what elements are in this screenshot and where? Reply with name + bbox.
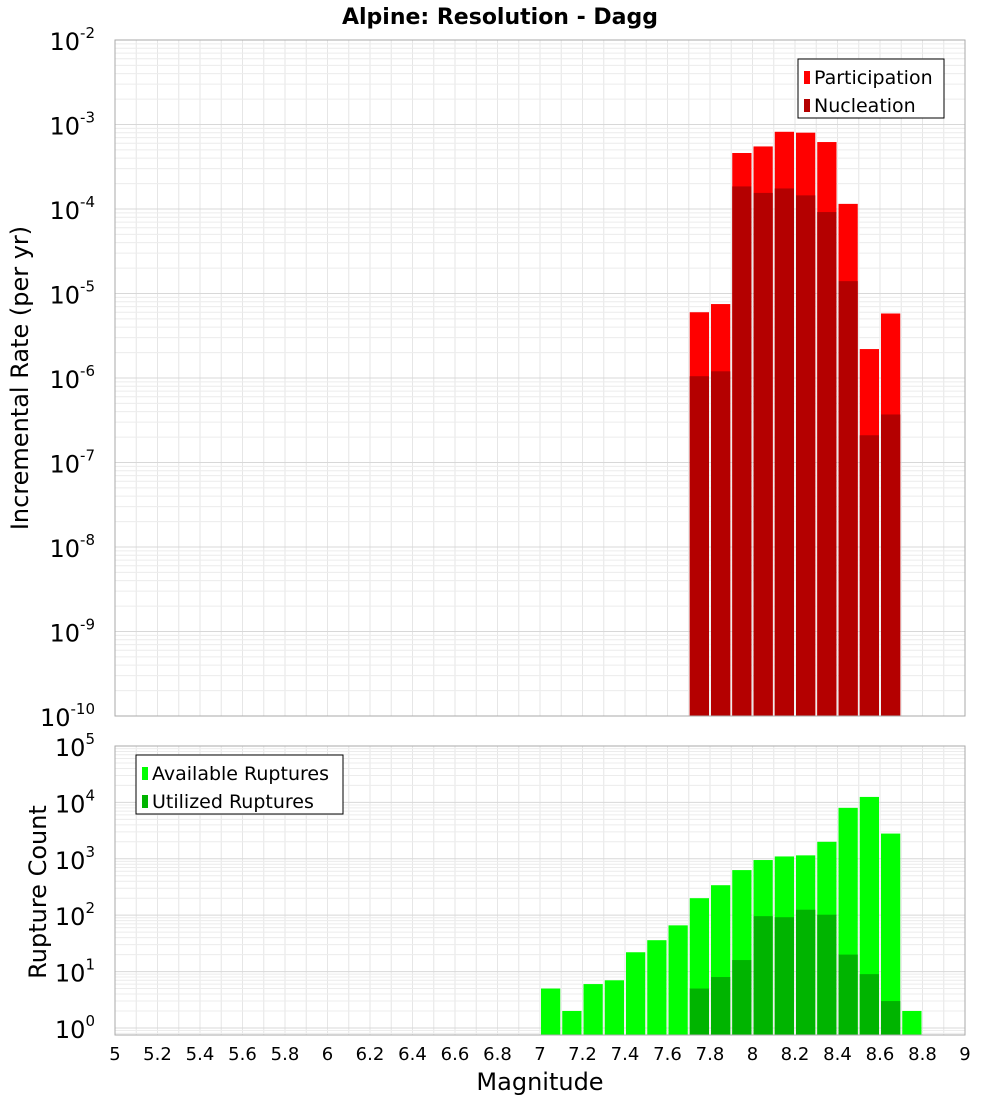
top-y-tick-label: 10-2 xyxy=(49,24,95,56)
chart-title: Alpine: Resolution - Dagg xyxy=(342,5,658,30)
bottom-bar-utilized-ruptures xyxy=(753,916,773,1035)
x-tick-label: 5.8 xyxy=(271,1044,300,1065)
bottom-bar-available-ruptures xyxy=(902,1010,922,1035)
top-y-tick-label: 10-4 xyxy=(49,193,95,225)
x-tick-label: 7.2 xyxy=(568,1044,597,1065)
top-legend-box xyxy=(797,58,945,119)
top-bar-nucleation xyxy=(881,414,901,716)
x-tick-label: 5 xyxy=(109,1044,120,1065)
bottom-bar-available-ruptures xyxy=(647,940,667,1035)
bottom-legend: Available Ruptures Utilized Ruptures xyxy=(135,754,344,815)
x-tick-label: 6.8 xyxy=(483,1044,512,1065)
bottom-bars xyxy=(541,796,922,1035)
top-y-tick-label: 10-7 xyxy=(49,447,95,479)
top-legend-label: Nucleation xyxy=(814,95,916,117)
top-bar-nucleation xyxy=(732,186,752,716)
top-legend-label: Participation xyxy=(814,67,933,89)
top-bar-nucleation xyxy=(796,195,816,717)
x-tick-label: 6.2 xyxy=(356,1044,385,1065)
bottom-bar-available-ruptures xyxy=(604,980,624,1035)
x-tick-label: 8 xyxy=(747,1044,758,1065)
bottom-bar-available-ruptures xyxy=(541,988,561,1035)
top-bar-nucleation xyxy=(838,281,858,716)
bottom-bar-utilized-ruptures xyxy=(711,977,731,1035)
bottom-bar-available-ruptures xyxy=(626,952,646,1035)
top-y-tick-label: 10-3 xyxy=(49,109,95,141)
bottom-legend-box xyxy=(135,754,344,815)
bottom-frame xyxy=(114,745,966,1036)
x-tick-label: 8.4 xyxy=(823,1044,852,1065)
top-frame xyxy=(114,39,966,717)
top-y-tick-label: 10-6 xyxy=(49,362,95,394)
bottom-legend-label: Available Ruptures xyxy=(152,763,329,785)
top-bar-nucleation xyxy=(711,371,731,716)
top-y-tick-label: 10-10 xyxy=(40,700,95,732)
top-bar-nucleation xyxy=(774,188,794,717)
x-tick-label: 7.6 xyxy=(653,1044,682,1065)
x-tick-label: 7 xyxy=(534,1044,545,1065)
x-tick-label: 6.4 xyxy=(398,1044,427,1065)
bottom-bar-available-ruptures xyxy=(668,925,688,1035)
x-tick-label: 6.6 xyxy=(441,1044,470,1065)
top-legend-swatch xyxy=(804,71,810,84)
top-y-axis-label: Incremental Rate (per yr) xyxy=(6,226,34,530)
bottom-bar-available-ruptures xyxy=(881,833,901,1035)
x-tick-label: 5.4 xyxy=(186,1044,215,1065)
bottom-panel: 100 101 102 103 104 105 Available Ruptures Util… xyxy=(55,730,971,1065)
top-legend-swatch xyxy=(804,99,810,112)
bottom-bar-utilized-ruptures xyxy=(817,914,837,1035)
top-y-tick-label: 10-8 xyxy=(49,531,95,563)
x-tick-label: 8.2 xyxy=(781,1044,810,1065)
x-tick-label: 7.8 xyxy=(696,1044,725,1065)
bottom-bar-utilized-ruptures xyxy=(774,917,794,1035)
bottom-y-axis-label: Rupture Count xyxy=(24,805,52,979)
bottom-y-tick-label: 100 xyxy=(55,1012,95,1044)
bottom-bar-utilized-ruptures xyxy=(732,960,752,1035)
bottom-legend-swatch xyxy=(142,795,148,808)
bottom-y-tick-label: 105 xyxy=(55,730,95,762)
top-grid xyxy=(114,39,966,717)
bottom-legend-label: Utilized Ruptures xyxy=(152,791,314,813)
x-tick-label: 9 xyxy=(959,1044,970,1065)
bottom-bar-utilized-ruptures xyxy=(689,988,709,1035)
x-tick-label: 8.8 xyxy=(908,1044,937,1065)
top-bar-nucleation xyxy=(859,435,879,716)
top-legend: Participation Nucleation xyxy=(797,58,945,119)
top-bar-nucleation xyxy=(753,192,773,716)
x-tick-label: 7.4 xyxy=(611,1044,640,1065)
bottom-bar-utilized-ruptures xyxy=(838,954,858,1035)
x-tick-label: 5.6 xyxy=(228,1044,257,1065)
bottom-y-tick-label: 101 xyxy=(55,956,95,988)
bottom-bar-available-ruptures xyxy=(562,1010,582,1035)
bottom-bar-available-ruptures xyxy=(583,984,603,1035)
top-bar-nucleation xyxy=(689,376,709,716)
x-axis-label: Magnitude xyxy=(476,1068,603,1096)
bottom-y-tick-label: 102 xyxy=(55,899,95,931)
bottom-bar-utilized-ruptures xyxy=(859,974,879,1035)
bottom-legend-swatch xyxy=(142,767,148,780)
top-y-tick-label: 10-9 xyxy=(49,616,95,648)
bottom-y-tick-label: 104 xyxy=(55,786,95,818)
top-panel: 10-10 10-9 10-8 10-7 10-6 10-5 10-4 10-3 10-2 Par… xyxy=(40,24,966,732)
bottom-y-tick-label: 103 xyxy=(55,843,95,875)
bottom-bar-utilized-ruptures xyxy=(881,1001,901,1035)
top-bars xyxy=(689,131,901,717)
x-tick-label: 8.6 xyxy=(866,1044,895,1065)
bottom-bar-utilized-ruptures xyxy=(796,909,816,1035)
x-tick-label: 5.2 xyxy=(143,1044,172,1065)
top-y-tick-label: 10-5 xyxy=(49,278,95,310)
x-tick-label: 6 xyxy=(322,1044,333,1065)
top-bar-nucleation xyxy=(817,212,837,716)
